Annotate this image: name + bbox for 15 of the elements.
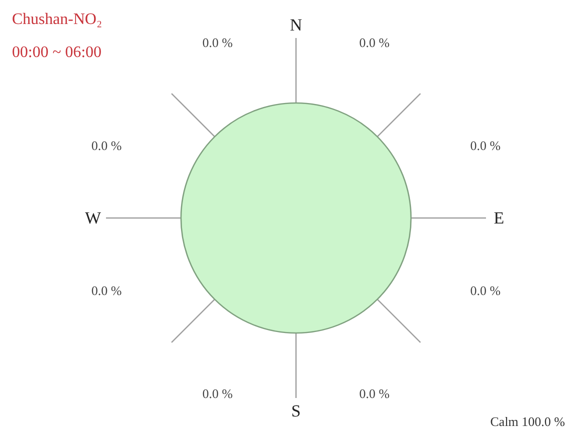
data-label: 0.0 %	[359, 34, 390, 50]
data-label: 0.0 %	[470, 283, 501, 298]
text: Chushan-NO₂	[12, 11, 102, 28]
category-label: E	[494, 208, 504, 228]
data-label: 0.0 %	[91, 138, 122, 153]
text: 00:00 ~ 06:00	[12, 44, 102, 61]
data-label: 0.0 %	[202, 386, 233, 402]
text: Calm 100.0 %	[490, 414, 566, 429]
data-label: 0.0 %	[470, 138, 501, 153]
data-label: 0.0 %	[91, 283, 122, 298]
category-label: N	[290, 16, 302, 34]
data-label: 0.0 %	[202, 34, 233, 50]
category-label: S	[291, 402, 301, 420]
category-label: W	[84, 208, 102, 228]
data-label: 0.0 %	[359, 386, 390, 402]
